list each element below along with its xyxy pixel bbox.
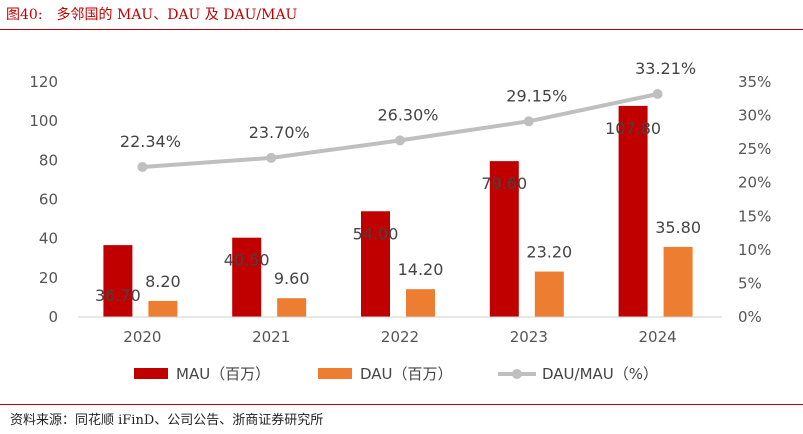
- dau-mau-data-label: 22.34%: [120, 132, 181, 151]
- left-axis-tick-label: 40: [39, 230, 58, 248]
- bottom-divider: [0, 404, 803, 405]
- mau-bar: [618, 105, 648, 318]
- legend-dau-label: DAU（百万）: [360, 365, 453, 383]
- chart: 0 20 40 60 80 100 120 0% 5% 10% 15% 20% 25% 30% 35% 2…: [29, 59, 771, 383]
- dau-mau-ratio-point: [137, 162, 148, 173]
- dau-mau-data-label: 23.70%: [249, 123, 310, 142]
- legend-ratio-marker: [512, 369, 522, 379]
- x-axis-category-label: 2023: [510, 328, 548, 346]
- mau-bar: [232, 237, 262, 317]
- dau-bar: [663, 246, 693, 317]
- dau-data-label: 8.20: [145, 272, 181, 291]
- dau-mau-data-label: 29.15%: [506, 86, 567, 105]
- x-axis-category-label: 2021: [252, 328, 290, 346]
- dau-mau-data-label: 33.21%: [635, 59, 696, 78]
- right-axis-tick-label: 15%: [738, 207, 771, 225]
- bars: [103, 105, 693, 318]
- figure-number: 图40:: [6, 7, 43, 23]
- dau-mau-ratio-point: [652, 89, 663, 100]
- right-axis-ticks: 0% 5% 10% 15% 20% 25% 30% 35%: [738, 73, 771, 326]
- dau-mau-data-label: 26.30%: [377, 105, 438, 124]
- left-axis-tick-label: 100: [29, 112, 58, 130]
- legend-mau-label: MAU（百万）: [176, 365, 270, 383]
- legend-dau-swatch: [318, 368, 352, 379]
- mau-bar: [103, 245, 133, 317]
- legend: MAU（百万） DAU（百万） DAU/MAU（%）: [134, 365, 658, 383]
- dau-bar: [406, 289, 435, 317]
- figure-title: 多邻国的 MAU、DAU 及 DAU/MAU: [56, 7, 298, 23]
- mau-data-label: 79.60: [481, 174, 527, 193]
- left-axis-tick-label: 80: [39, 151, 58, 169]
- dau-data-label: 9.60: [274, 269, 310, 288]
- source-note: 资料来源：同花顺 iFinD、公司公告、浙商证券研究所: [10, 413, 324, 428]
- x-axis-category-label: 2022: [381, 328, 419, 346]
- dau-mau-ratio-point: [523, 116, 534, 127]
- dau-mau-ratio-point: [266, 152, 277, 163]
- right-axis-tick-label: 10%: [738, 241, 771, 259]
- mau-bar: [489, 161, 519, 317]
- dau-data-label: 14.20: [398, 260, 444, 279]
- right-axis-tick-label: 0%: [738, 308, 762, 326]
- figure-title-row: 图40: 多邻国的 MAU、DAU 及 DAU/MAU: [6, 4, 297, 26]
- mau-data-label: 107.80: [605, 119, 661, 138]
- dau-mau-ratio-point: [395, 135, 405, 146]
- data-labels: 36.708.20 22.34% 40.509.60 23.70% 54.00 14.20…: [95, 59, 701, 305]
- category-labels: 2020 2021 2022 2023 2024: [123, 328, 676, 346]
- mau-bar: [361, 211, 390, 317]
- ratio-line-group: [137, 89, 663, 173]
- dau-bar: [148, 300, 178, 317]
- left-axis-tick-label: 0: [48, 308, 58, 326]
- legend-mau-swatch: [134, 368, 168, 379]
- dau-data-label: 23.20: [526, 243, 572, 262]
- mau-data-label: 54.00: [353, 224, 399, 243]
- dau-bar: [277, 298, 307, 317]
- left-axis-tick-label: 120: [29, 73, 58, 91]
- dau-data-label: 35.80: [655, 218, 701, 237]
- right-axis-tick-label: 20%: [738, 174, 771, 192]
- mau-data-label: 36.70: [95, 286, 141, 305]
- left-axis-tick-label: 60: [39, 191, 58, 209]
- mau-data-label: 40.50: [224, 251, 270, 270]
- top-divider: [0, 29, 803, 30]
- x-axis-category-label: 2024: [639, 328, 677, 346]
- dau-bar: [534, 271, 564, 317]
- right-axis-tick-label: 30%: [738, 107, 771, 125]
- legend-ratio-label: DAU/MAU（%）: [542, 365, 658, 383]
- left-axis-ticks: 0 20 40 60 80 100 120: [29, 73, 58, 326]
- x-axis-category-label: 2020: [123, 328, 161, 346]
- right-axis-tick-label: 35%: [738, 73, 771, 91]
- right-axis-tick-label: 25%: [738, 140, 771, 158]
- right-axis-tick-label: 5%: [738, 274, 762, 292]
- left-axis-tick-label: 20: [39, 269, 58, 287]
